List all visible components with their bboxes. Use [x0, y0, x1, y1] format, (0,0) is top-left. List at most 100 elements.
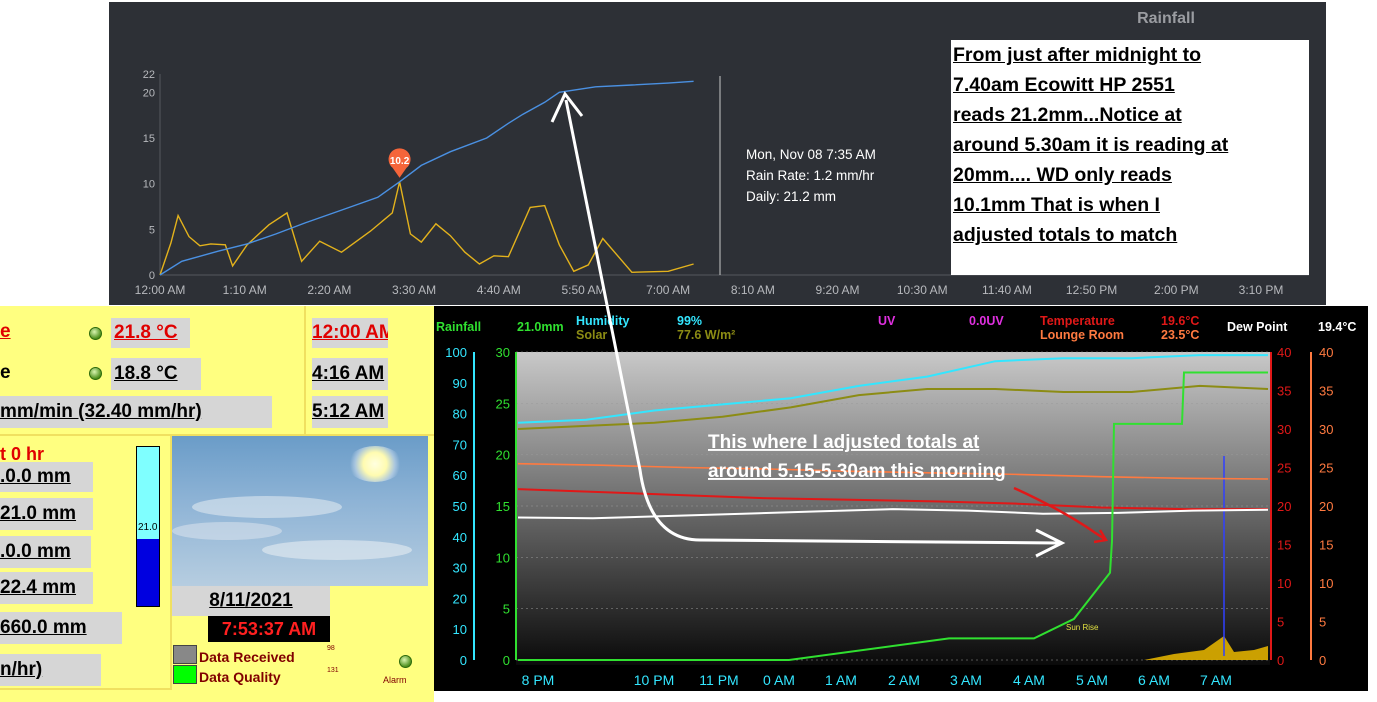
row1-value: 21.8 °C: [114, 322, 178, 343]
time-tick-label: 4 AM: [1013, 672, 1045, 688]
cloud-icon: [262, 540, 412, 560]
rain-rate-box: n/hr): [0, 654, 101, 686]
time-tick-label: 7 AM: [1200, 672, 1232, 688]
y-tick-label: 20: [143, 87, 155, 99]
peak-marker: 10.2: [388, 148, 411, 178]
rain-value-box: 660.0 mm: [0, 612, 122, 644]
humidity-tick-label: 20: [453, 591, 467, 606]
temperature-tick-label: 20: [1277, 499, 1291, 514]
humidity-tick-label: 40: [453, 530, 467, 545]
rain-tick-label: 20: [496, 448, 510, 463]
humidity-tick-label: 30: [453, 561, 467, 576]
time-tick-label: 1 AM: [825, 672, 857, 688]
temperature-tick-label: 10: [1277, 576, 1291, 591]
dew-point-legend-label: Dew Point: [1227, 320, 1288, 334]
lounge-tick-label: 0: [1319, 653, 1326, 668]
time-box: 4:16 AM: [312, 358, 388, 390]
humidity-tick-label: 70: [453, 437, 467, 452]
alarm-label: Alarm: [383, 675, 407, 685]
x-tick-label: 2:00 PM: [1154, 283, 1199, 297]
x-tick-label: 2:20 AM: [307, 283, 351, 297]
rain-tick-label: 10: [496, 550, 510, 565]
note-line: reads 21.2mm...Notice at: [953, 104, 1182, 126]
rain-value-box: 21.0 mm: [0, 498, 93, 530]
humidity-tick-label: 100: [445, 345, 467, 360]
alarm-led-icon[interactable]: [399, 655, 412, 668]
tooltip-date: Mon, Nov 08 7:35 AM: [746, 147, 876, 162]
lounge-tick-label: 40: [1319, 345, 1333, 360]
lounge-tick-label: 15: [1319, 538, 1333, 553]
temperature-tick-label: 5: [1277, 615, 1284, 630]
times-block: 12:00 AM 4:16 AM 5:12 AM: [306, 306, 434, 436]
rainfall-chart-title: Rainfall: [1137, 10, 1195, 27]
solar-area-fill: [1144, 636, 1268, 660]
row2-value-box: 18.8 °C: [111, 358, 201, 390]
rain-rate-series-line: [159, 181, 694, 276]
temperature-tick-label: 15: [1277, 538, 1291, 553]
lounge-tick-label: 5: [1319, 615, 1326, 630]
lounge-tick-label: 25: [1319, 461, 1333, 476]
rainfall-legend-label: Rainfall: [436, 320, 482, 334]
note-line: 10.1mm That is when I: [953, 194, 1160, 216]
rain-value-box: 22.4 mm: [0, 572, 93, 604]
note-line: adjusted totals to match: [953, 224, 1178, 246]
time-tick-label: 8 PM: [522, 672, 555, 688]
time-tick-label: 5 AM: [1076, 672, 1108, 688]
x-tick-group: 12:00 AM 1:10 AM 2:20 AM 3:30 AM 4:40 AM 5:50…: [135, 283, 1284, 297]
temperature-tick-label: 40: [1277, 345, 1291, 360]
x-tick-label: 11:40 AM: [982, 283, 1032, 297]
tooltip-rain-rate: Rain Rate: 1.2 mm/hr: [746, 168, 875, 183]
graph-annotation-line1: This where I adjusted totals at: [708, 432, 980, 453]
rain-gauge: 21.0: [136, 446, 160, 607]
lounge-tick-label: 20: [1319, 499, 1333, 514]
humidity-tick-label: 10: [453, 622, 467, 637]
rainfall-legend-value: 21.0mm: [517, 320, 564, 334]
rain-tick-label: 30: [496, 345, 510, 360]
rainfall-series-line: [518, 371, 1268, 661]
humidity-tick-label: 50: [453, 499, 467, 514]
time-tick-label: 2 AM: [888, 672, 920, 688]
x-tick-label: 10:30 AM: [897, 283, 948, 297]
y-tick-group: 22 20 15 10 5 0: [143, 69, 155, 282]
time-box: 12:00 AM: [312, 318, 388, 348]
time-value: 12:00 AM: [312, 322, 388, 343]
y-tick-label: 22: [143, 69, 155, 81]
rain-header: t 0 hr: [0, 444, 45, 464]
x-tick-label: 1:10 AM: [223, 283, 267, 297]
x-tick-label: 12:00 AM: [135, 283, 186, 297]
date-box: 8/11/2021: [172, 586, 330, 616]
annotation-note: From just after midnight to 7.40am Ecowi…: [951, 40, 1309, 275]
y-tick-label: 15: [143, 133, 155, 145]
x-tick-label: 5:50 AM: [561, 283, 605, 297]
x-tick-label: 3:10 PM: [1239, 283, 1284, 297]
row1-value-box: 21.8 °C: [111, 318, 190, 348]
lounge-legend-label: Lounge Room: [1040, 328, 1125, 342]
temperature-block: e 21.8 °C e 18.8 °C mm/min (32.40 mm/hr): [0, 306, 306, 436]
humidity-tick-label: 60: [453, 468, 467, 483]
rain-tick-label: 15: [496, 499, 510, 514]
temperature-tick-label: 0: [1277, 653, 1284, 668]
x-tick-label: 3:30 AM: [392, 283, 436, 297]
wd-graph-panel: Rainfall 21.0mm Humidity Solar 99% 77.6 …: [434, 306, 1368, 691]
peak-marker-label: 10.2: [390, 156, 410, 167]
data-quality-label: Data Quality: [199, 669, 281, 685]
status-led-icon: [89, 327, 102, 340]
rain-tick-label: 25: [496, 396, 510, 411]
rate-value-box: mm/min (32.40 mm/hr): [0, 396, 272, 428]
humidity-tick-label: 0: [460, 653, 467, 668]
rain-value-box: .0.0 mm: [0, 536, 91, 568]
rain-tick-label: 0: [503, 653, 510, 668]
rain-gauge-fill: [137, 539, 159, 606]
note-line: 20mm.... WD only reads: [953, 164, 1172, 186]
weather-panel: e 21.8 °C e 18.8 °C mm/min (32.40 mm/hr)…: [0, 306, 434, 702]
rain-value-box: .0.0 mm: [0, 462, 93, 492]
rain-block: t 0 hr .0.0 mm 21.0 mm .0.0 mm 22.4 mm 6…: [0, 436, 172, 690]
note-line: From just after midnight to: [953, 44, 1202, 66]
y-tick-label: 0: [149, 270, 155, 282]
time-tick-label: 0 AM: [763, 672, 795, 688]
data-received-label: Data Received: [199, 649, 295, 665]
cloud-icon: [172, 522, 282, 540]
clock-display: 7:53:37 AM: [208, 616, 330, 642]
y-tick-label: 10: [143, 179, 155, 191]
